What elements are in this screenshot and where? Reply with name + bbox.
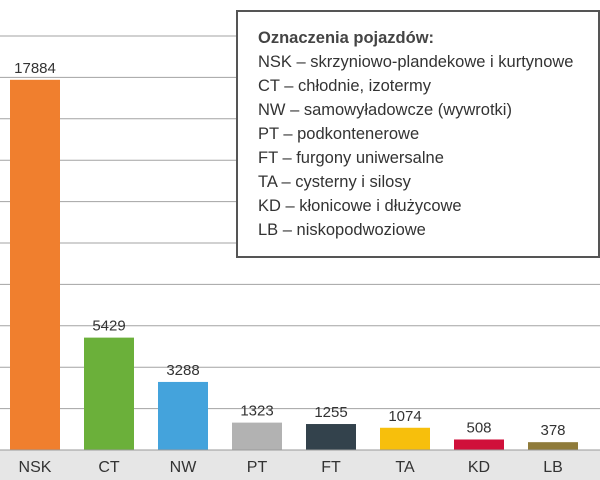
x-tick-pt: PT (247, 459, 268, 476)
legend-line-nw: NW – samowyładowcze (wywrotki) (258, 101, 512, 119)
bar-ta (380, 427, 430, 450)
bar-ct (84, 337, 134, 450)
legend-title: Oznaczenia pojazdów: (258, 29, 435, 47)
x-tick-ta: TA (395, 459, 415, 476)
x-tick-ct: CT (98, 459, 120, 476)
legend-line-ta: TA – cysterny i silosy (258, 173, 411, 191)
bar-ft (306, 424, 356, 450)
x-tick-lb: LB (543, 459, 563, 476)
bar-nsk (10, 79, 60, 450)
bar-pt (232, 422, 282, 450)
legend-line-ct: CT – chłodnie, izotermy (258, 77, 432, 95)
bars (10, 79, 578, 450)
legend-line-nsk: NSK – skrzyniowo-plandekowe i kurtynowe (258, 53, 574, 71)
x-tick-ft: FT (321, 459, 341, 476)
x-tick-kd: KD (468, 459, 490, 476)
legend-line-ft: FT – furgony uniwersalne (258, 149, 444, 167)
value-label-lb: 378 (540, 422, 565, 439)
x-tick-nw: NW (170, 459, 198, 476)
legend-box: Oznaczenia pojazdów: NSK – skrzyniowo-pl… (236, 10, 600, 258)
legend-line-kd: KD – kłonicowe i dłużycowe (258, 197, 462, 215)
value-labels: 17884 5429 3288 1323 1255 1074 508 378 (14, 60, 565, 439)
bar-nw (158, 381, 208, 450)
x-tick-labels: NSK CT NW PT FT TA KD LB (19, 459, 563, 476)
value-label-nsk: 17884 (14, 60, 56, 77)
value-label-ft: 1255 (314, 404, 347, 421)
value-label-ct: 5429 (92, 318, 125, 335)
value-label-pt: 1323 (240, 403, 273, 420)
legend-line-pt: PT – podkontenerowe (258, 125, 420, 143)
bar-lb (528, 442, 578, 450)
bar-kd (454, 439, 504, 450)
x-axis-band (0, 450, 600, 480)
value-label-ta: 1074 (388, 408, 421, 425)
x-tick-nsk: NSK (19, 459, 52, 476)
value-label-nw: 3288 (166, 362, 199, 379)
value-label-kd: 508 (466, 419, 491, 436)
legend-line-lb: LB – niskopodwoziowe (258, 221, 426, 239)
